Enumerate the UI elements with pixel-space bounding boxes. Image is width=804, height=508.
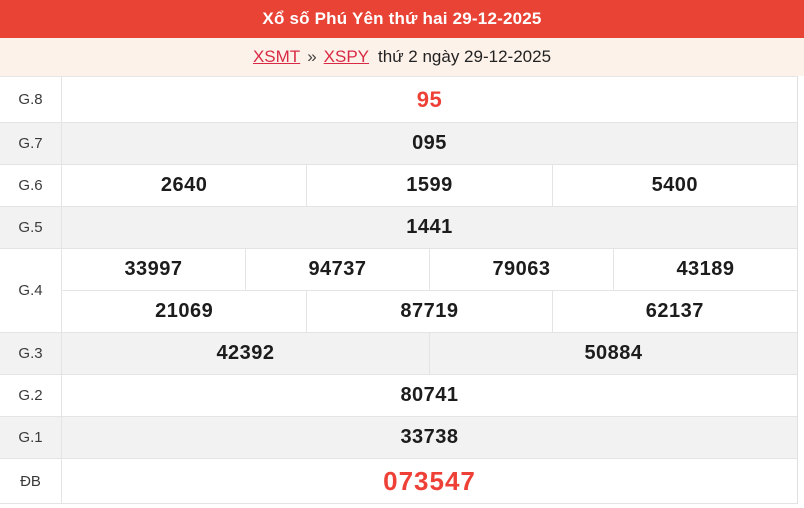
- prize-row-g6: G.6 2640 1599 5400: [0, 165, 797, 207]
- prize-value-g8: 95: [416, 86, 443, 112]
- prize-label-g2: G.2: [0, 375, 62, 416]
- prize-label-g1: G.1: [0, 417, 62, 458]
- breadcrumb: XSMT » XSPY thứ 2 ngày 29-12-2025: [0, 38, 804, 76]
- prize-value-g5: 1441: [406, 216, 453, 238]
- prize-row-g3: G.3 42392 50884: [0, 333, 797, 375]
- prize-value-g6-2: 1599: [306, 165, 551, 206]
- prize-value-g7: 095: [412, 132, 447, 154]
- prize-value-g4-1: 33997: [124, 258, 183, 280]
- prize-row-g5: G.5 1441: [0, 207, 797, 249]
- prize-label-special: ĐB: [0, 459, 62, 503]
- prize-row-g8: G.8 95: [0, 77, 797, 123]
- prize-value-special: 073547: [383, 465, 476, 496]
- xsmt-link[interactable]: XSMT: [252, 47, 301, 66]
- draw-date-text: thứ 2 ngày 29-12-2025: [378, 47, 552, 66]
- prize-value-g3-1: 42392: [216, 342, 275, 364]
- prize-row-special: ĐB 073547: [0, 459, 797, 504]
- prize-value-g1: 33738: [400, 426, 459, 448]
- prize-value-g4-3: 79063: [429, 249, 613, 290]
- prize-value-g6-3: 5400: [551, 165, 797, 206]
- prize-label-g8: G.8: [0, 77, 62, 122]
- prize-value-g4-6: 87719: [306, 291, 551, 332]
- xspy-link[interactable]: XSPY: [323, 47, 370, 66]
- prize-value-g4-5: 21069: [155, 300, 214, 322]
- prize-value-g4-4: 43189: [613, 249, 797, 290]
- prize-label-g6: G.6: [0, 165, 62, 206]
- prize-row-g2: G.2 80741: [0, 375, 797, 417]
- prize-value-g6-1: 2640: [160, 174, 208, 196]
- breadcrumb-separator: »: [307, 47, 317, 66]
- prize-row-g7: G.7 095: [0, 123, 797, 165]
- prize-label-g5: G.5: [0, 207, 62, 248]
- prize-label-g7: G.7: [0, 123, 62, 164]
- results-table: G.8 95 G.7 095 G.6 2640 1599 5400 G.5 14…: [0, 76, 798, 504]
- page-header: Xổ số Phú Yên thứ hai 29-12-2025: [0, 0, 804, 38]
- page-title: Xổ số Phú Yên thứ hai 29-12-2025: [262, 9, 542, 28]
- prize-value-g2: 80741: [400, 384, 459, 406]
- prize-label-g4: G.4: [0, 249, 62, 332]
- prize-row-g4: G.4 33997 94737 79063 43189 21069 87719 …: [0, 249, 797, 333]
- prize-label-g3: G.3: [0, 333, 62, 374]
- prize-row-g1: G.1 33738: [0, 417, 797, 459]
- prize-value-g4-7: 62137: [551, 291, 797, 332]
- prize-value-g4-2: 94737: [245, 249, 429, 290]
- prize-value-g3-2: 50884: [429, 333, 797, 374]
